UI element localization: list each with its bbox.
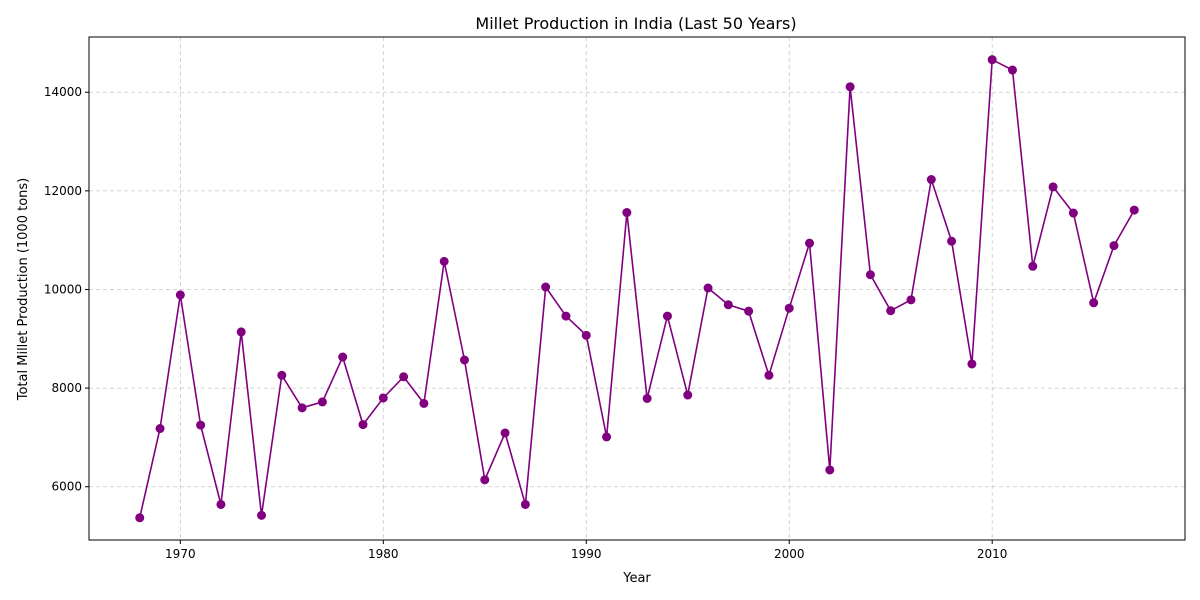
data-point bbox=[865, 270, 875, 280]
data-point bbox=[825, 465, 835, 475]
data-point bbox=[581, 330, 591, 340]
plot-frame bbox=[88, 36, 1186, 541]
data-point bbox=[439, 256, 449, 266]
y-tick-label: 12000 bbox=[44, 184, 82, 198]
data-point bbox=[602, 432, 612, 442]
data-point bbox=[642, 393, 652, 403]
data-point bbox=[1048, 182, 1058, 192]
x-tick-label: 1990 bbox=[571, 547, 602, 561]
y-tick-label: 8000 bbox=[51, 381, 82, 395]
data-point bbox=[703, 283, 713, 293]
data-point bbox=[277, 370, 287, 380]
data-point bbox=[805, 238, 815, 248]
x-tick-label: 1970 bbox=[165, 547, 196, 561]
data-point bbox=[947, 236, 957, 246]
y-tick-label: 10000 bbox=[44, 282, 82, 296]
data-point bbox=[236, 327, 246, 337]
data-point bbox=[175, 290, 185, 300]
data-points bbox=[135, 55, 1139, 523]
y-axis: 6000 8000 10000 12000 14000 bbox=[44, 85, 89, 494]
data-point bbox=[459, 355, 469, 365]
data-point bbox=[561, 311, 571, 321]
data-point bbox=[500, 428, 510, 438]
data-point bbox=[1068, 208, 1078, 218]
data-point bbox=[1007, 65, 1017, 75]
grid bbox=[89, 37, 1185, 540]
data-point bbox=[399, 372, 409, 382]
x-tick-label: 2000 bbox=[774, 547, 805, 561]
data-point bbox=[1089, 298, 1099, 308]
data-point bbox=[784, 303, 794, 313]
data-point bbox=[216, 499, 226, 509]
data-point bbox=[419, 398, 429, 408]
data-point bbox=[683, 390, 693, 400]
data-point bbox=[297, 403, 307, 413]
data-point bbox=[845, 82, 855, 92]
y-tick-label: 6000 bbox=[51, 480, 82, 494]
series-line bbox=[138, 58, 1135, 518]
y-tick-label: 14000 bbox=[44, 85, 82, 99]
data-point bbox=[723, 300, 733, 310]
data-point bbox=[155, 424, 165, 434]
data-point bbox=[520, 499, 530, 509]
data-point bbox=[1028, 261, 1038, 271]
y-axis-label: Total Millet Production (1000 tons) bbox=[16, 178, 31, 402]
x-tick-label: 2010 bbox=[977, 547, 1008, 561]
data-point bbox=[886, 306, 896, 316]
x-axis-label: Year bbox=[622, 571, 651, 586]
data-point bbox=[764, 370, 774, 380]
data-point bbox=[541, 282, 551, 292]
data-point bbox=[926, 175, 936, 185]
chart-title: Millet Production in India (Last 50 Year… bbox=[475, 14, 796, 33]
data-point bbox=[1129, 205, 1139, 215]
data-point bbox=[967, 359, 977, 369]
data-point bbox=[317, 397, 327, 407]
data-point bbox=[1109, 241, 1119, 251]
data-point bbox=[662, 311, 672, 321]
data-point bbox=[358, 420, 368, 430]
data-point bbox=[338, 352, 348, 362]
data-point bbox=[622, 208, 632, 218]
data-point bbox=[480, 475, 490, 485]
data-point bbox=[987, 55, 997, 65]
data-point bbox=[744, 306, 754, 316]
data-point bbox=[135, 513, 145, 523]
data-point bbox=[257, 510, 267, 520]
x-tick-label: 1980 bbox=[368, 547, 399, 561]
data-point bbox=[378, 393, 388, 403]
x-axis: 1970 1980 1990 2000 2010 bbox=[165, 540, 1007, 561]
data-point bbox=[196, 420, 206, 430]
data-point bbox=[906, 295, 916, 305]
